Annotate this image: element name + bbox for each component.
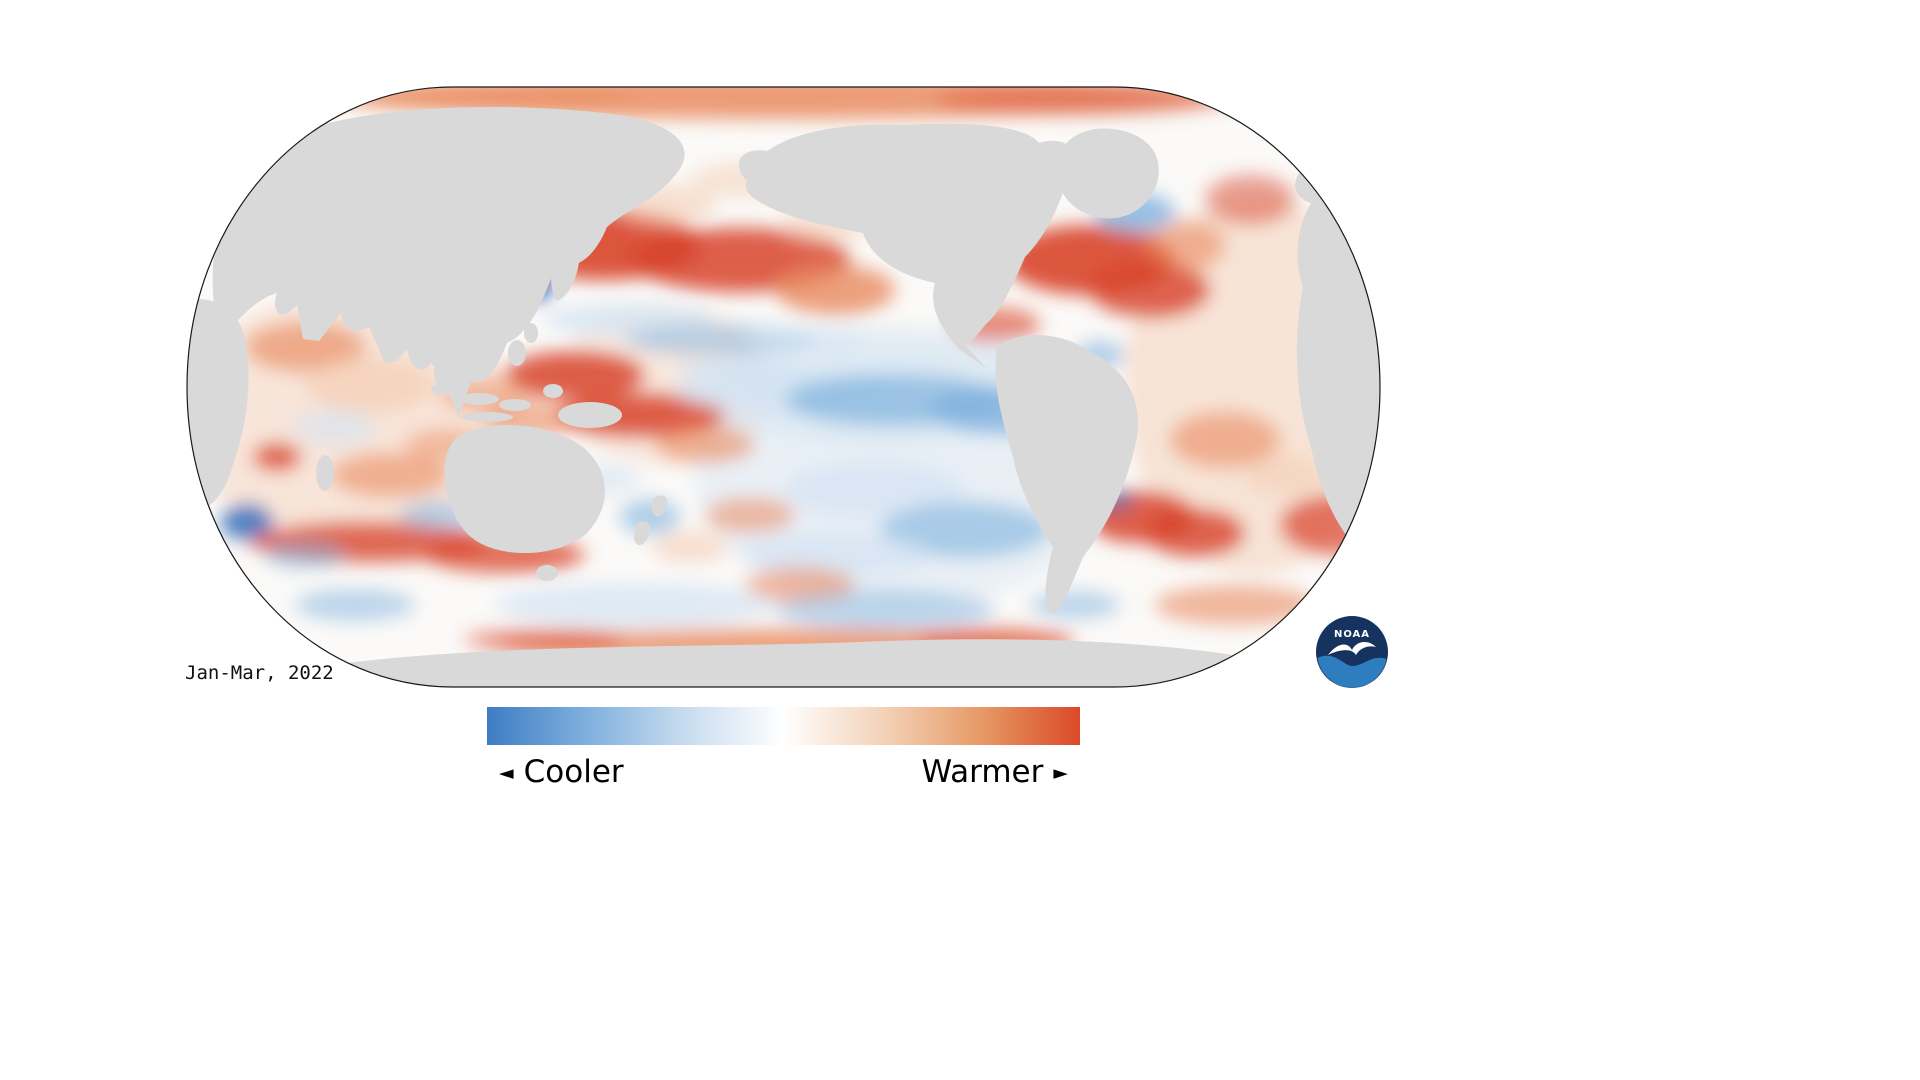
anomaly-blob xyxy=(745,326,865,354)
island xyxy=(652,495,668,517)
island xyxy=(459,393,499,405)
anomaly-blob xyxy=(1245,455,1325,495)
anomaly-blob xyxy=(1155,585,1315,625)
map-outline xyxy=(186,86,1381,688)
island xyxy=(508,340,526,366)
island xyxy=(543,384,563,398)
island xyxy=(431,383,463,395)
land-japan xyxy=(551,247,579,301)
island xyxy=(558,402,622,428)
anomaly-blob xyxy=(652,531,728,563)
land-greenland xyxy=(1056,128,1159,219)
anomaly-blob xyxy=(221,504,273,540)
seagull-icon xyxy=(1328,641,1376,655)
anomaly-blob xyxy=(1205,175,1295,225)
island xyxy=(461,412,513,422)
colorbar-labels: ◄ Cooler Warmer ► xyxy=(487,754,1080,790)
left-arrow-icon: ◄ xyxy=(499,761,514,784)
anomaly-blob xyxy=(775,265,895,315)
warmer-text: Warmer xyxy=(921,754,1044,790)
anomaly-blob xyxy=(1145,509,1245,557)
anomaly-blob xyxy=(1170,412,1280,468)
land-antarctica xyxy=(265,639,1335,687)
anomaly-blob xyxy=(253,443,301,471)
anomaly-blob xyxy=(265,541,345,569)
world-map xyxy=(186,86,1381,688)
logo-text: NOAA xyxy=(1334,629,1370,640)
land-tasmania xyxy=(536,565,558,581)
anomaly-blob xyxy=(675,357,815,383)
land-madagascar xyxy=(316,455,334,491)
anomaly-blob xyxy=(465,627,625,653)
island xyxy=(434,359,448,387)
anomaly-blob xyxy=(505,351,645,399)
anomaly-blob xyxy=(705,497,795,533)
colorbar-gradient xyxy=(487,707,1080,745)
land-eurasia xyxy=(212,106,685,418)
land-north-america xyxy=(738,123,1073,369)
right-arrow-icon: ► xyxy=(1053,761,1068,784)
anomaly-blob xyxy=(330,453,450,497)
island xyxy=(499,399,531,411)
land-africa-west-edge xyxy=(187,299,249,511)
island xyxy=(634,521,651,545)
anomaly-blob xyxy=(293,409,377,445)
cooler-label: ◄ Cooler xyxy=(499,754,624,790)
island xyxy=(524,323,538,343)
land-australia xyxy=(444,424,605,554)
noaa-logo: NOAA xyxy=(1316,616,1388,688)
anomaly-blob xyxy=(305,357,435,413)
anomaly-blob xyxy=(740,533,930,577)
anomaly-blob xyxy=(495,583,775,627)
period-label: Jan-Mar, 2022 xyxy=(185,662,334,684)
landmasses xyxy=(187,106,1380,687)
anomaly-blob xyxy=(880,502,1050,558)
anomaly-blob xyxy=(1030,591,1120,619)
cooler-text: Cooler xyxy=(523,754,624,790)
colorbar: ◄ Cooler Warmer ► xyxy=(487,707,1080,790)
anomaly-blob xyxy=(1145,220,1225,270)
land-new-zealand xyxy=(634,495,668,545)
warmer-label: Warmer ► xyxy=(921,754,1068,790)
anomaly-blob xyxy=(1090,262,1210,318)
land-south-america xyxy=(995,335,1139,614)
anomaly-blob xyxy=(295,589,415,621)
anomaly-blob xyxy=(655,427,755,463)
anomaly-blob xyxy=(245,322,365,372)
land-maritime-continent xyxy=(431,323,622,428)
logo-ocean xyxy=(1317,655,1387,688)
anomaly-blob xyxy=(775,590,995,630)
anomaly-blob xyxy=(785,462,965,518)
map-interior xyxy=(187,87,1380,687)
